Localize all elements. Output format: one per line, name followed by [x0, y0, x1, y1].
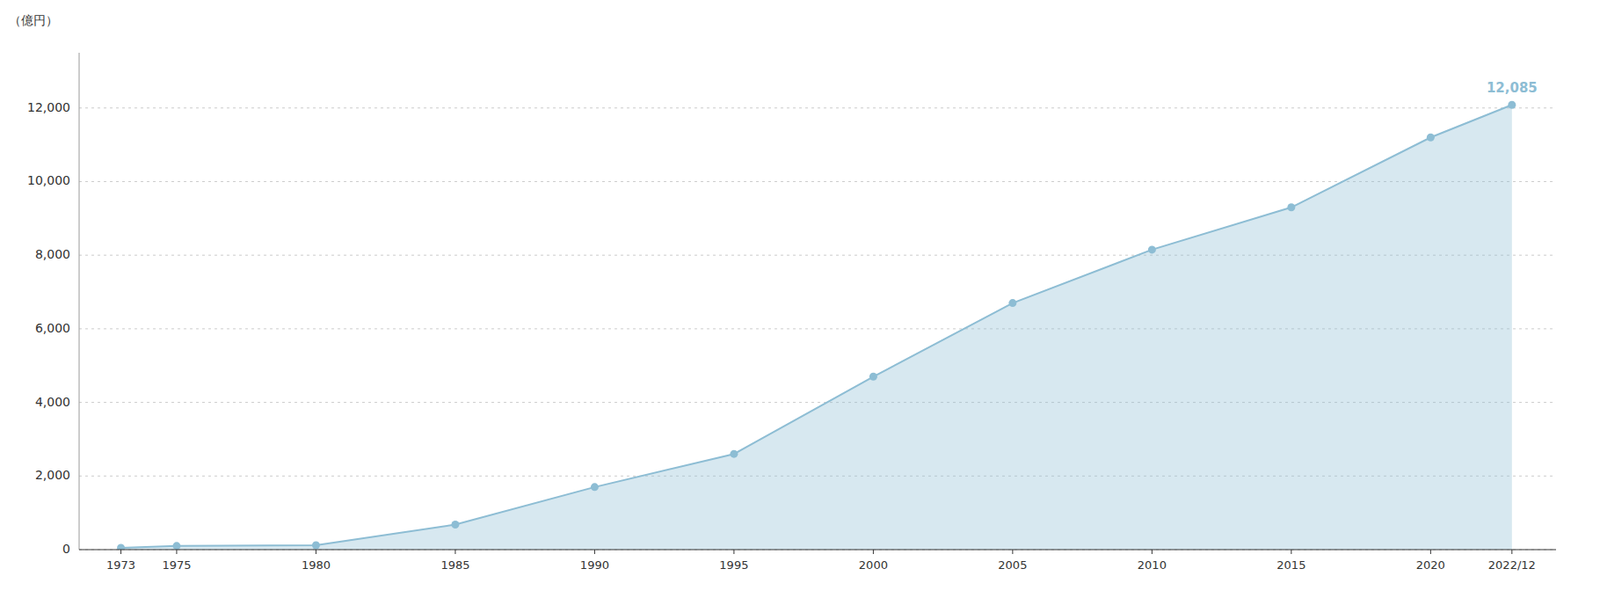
x-tick — [1011, 549, 1013, 554]
x-tick-label: 1975 — [161, 558, 191, 572]
y-tick-label: 10,000 — [27, 173, 71, 188]
x-tick — [1290, 549, 1292, 554]
x-tick-label: 1980 — [301, 558, 331, 572]
grid-line — [79, 181, 1557, 182]
marker — [590, 482, 599, 491]
y-tick-label: 4,000 — [35, 394, 71, 409]
line — [121, 104, 1513, 548]
x-tick — [1151, 549, 1153, 554]
x-tick-label: 1985 — [440, 558, 470, 572]
x-tick-label: 1995 — [719, 558, 749, 572]
x-axis-line — [79, 549, 1557, 551]
x-tick-label: 2010 — [1137, 558, 1167, 572]
x-tick — [733, 549, 735, 554]
x-tick-label: 2020 — [1416, 558, 1446, 572]
marker — [1008, 298, 1017, 307]
y-axis-label: （億円） — [8, 13, 59, 28]
marker — [312, 540, 320, 549]
x-tick-label: 1973 — [106, 558, 136, 572]
x-axis: 1973 1975 1980 1985 1990 1995 2000 2005 2010 2015… — [79, 549, 1557, 572]
y-axis-line — [79, 52, 80, 550]
marker — [1426, 133, 1435, 142]
marker — [450, 520, 459, 529]
marker — [1287, 203, 1295, 211]
x-tick — [120, 549, 122, 554]
plot-area — [116, 101, 1516, 550]
marker — [172, 541, 181, 550]
y-axis: 0 2,000 4,000 6,000 8,000 10,000 12,000 — [27, 52, 1557, 556]
marker — [1507, 101, 1516, 110]
marker — [869, 372, 878, 381]
y-tick-label: 2,000 — [35, 467, 71, 482]
chart: 0 2,000 4,000 6,000 8,000 10,000 12,000 （億円） 197… — [0, 0, 1600, 598]
x-tick — [1511, 549, 1513, 554]
y-tick-label: 0 — [62, 541, 71, 556]
x-tick-label: 2005 — [997, 558, 1027, 572]
x-tick — [872, 549, 874, 554]
x-tick — [1430, 549, 1432, 554]
x-tick-label: 2000 — [858, 558, 888, 572]
y-tick-label: 6,000 — [35, 320, 71, 335]
x-tick — [594, 549, 596, 554]
x-tick — [315, 549, 317, 554]
area — [121, 104, 1513, 550]
annotation: 12,085 — [1486, 80, 1538, 96]
x-tick-label: 1990 — [580, 558, 610, 572]
marker — [729, 450, 738, 459]
marker — [1148, 245, 1157, 254]
x-tick-label: 2022/12 — [1488, 558, 1536, 572]
grid-line — [79, 549, 1557, 551]
y-tick-label: 12,000 — [27, 100, 71, 115]
marker — [116, 543, 125, 550]
x-tick — [454, 549, 456, 554]
x-tick — [175, 549, 177, 554]
grid-line — [79, 107, 1557, 109]
x-tick-label: 2015 — [1276, 558, 1306, 572]
y-tick-label: 8,000 — [35, 247, 71, 262]
